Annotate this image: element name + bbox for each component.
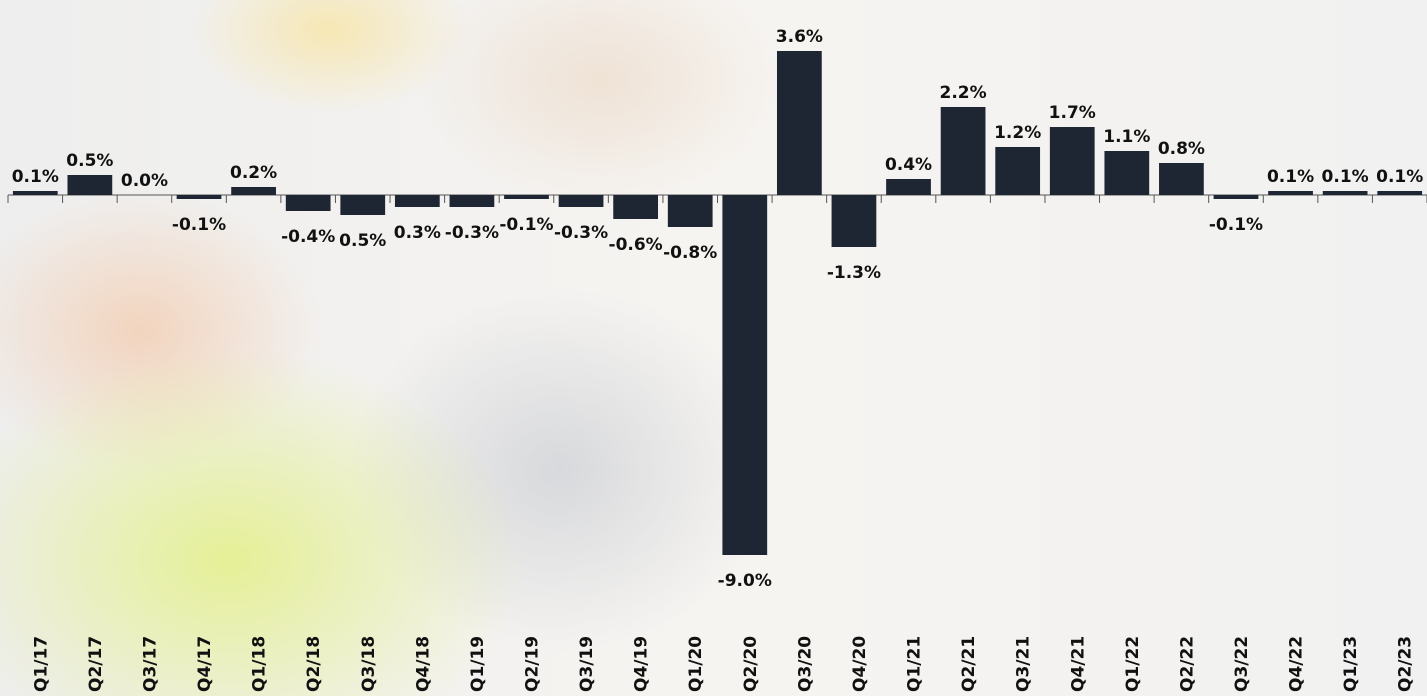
bar <box>231 187 276 195</box>
value-label: -0.6% <box>609 235 663 255</box>
x-tick-label: Q3/22 <box>1232 636 1252 692</box>
value-label: 0.5% <box>339 231 386 251</box>
value-label: 0.1% <box>1376 167 1423 187</box>
bar <box>995 147 1040 195</box>
bar <box>504 195 549 199</box>
x-tick-label: Q2/21 <box>959 636 979 692</box>
value-label: 1.2% <box>994 123 1041 143</box>
bar <box>832 195 877 247</box>
value-label: 0.1% <box>12 167 59 187</box>
value-label: 0.1% <box>1322 167 1369 187</box>
bar <box>1323 191 1368 195</box>
x-tick-label: Q3/17 <box>140 636 160 692</box>
bar <box>1214 195 1259 199</box>
bar <box>1050 127 1095 195</box>
x-tick-label: Q1/21 <box>905 636 925 692</box>
x-tick-label: Q2/19 <box>522 636 542 692</box>
value-label: -9.0% <box>718 571 772 591</box>
bar <box>1104 151 1149 195</box>
value-label: 0.2% <box>230 163 277 183</box>
value-label: -0.1% <box>499 215 553 235</box>
value-label: -0.3% <box>445 223 499 243</box>
value-label: 0.4% <box>885 155 932 175</box>
value-label: 0.3% <box>394 223 441 243</box>
value-label: -1.3% <box>827 263 881 283</box>
bar <box>559 195 604 207</box>
value-label: -0.3% <box>554 223 608 243</box>
bar <box>613 195 658 219</box>
x-tick-label: Q4/19 <box>632 636 652 692</box>
x-tick-label: Q1/19 <box>468 636 488 692</box>
x-tick-label: Q1/23 <box>1341 636 1361 692</box>
x-tick-label: Q4/18 <box>413 636 433 692</box>
bar <box>1377 191 1422 195</box>
value-label: 0.8% <box>1158 139 1205 159</box>
value-label: -0.1% <box>1209 215 1263 235</box>
bar <box>1159 163 1204 195</box>
bar <box>450 195 495 207</box>
value-label: 0.0% <box>121 171 168 191</box>
bar <box>286 195 331 211</box>
bar <box>941 107 986 195</box>
value-label: 0.1% <box>1267 167 1314 187</box>
x-tick-label: Q1/17 <box>31 636 51 692</box>
value-label: 3.6% <box>776 27 823 47</box>
x-tick-label: Q4/20 <box>850 636 870 692</box>
bar <box>13 191 58 195</box>
bar <box>777 51 822 195</box>
x-tick-label: Q3/18 <box>359 636 379 692</box>
bar <box>340 195 385 215</box>
x-tick-label: Q1/22 <box>1123 636 1143 692</box>
x-tick-label: Q3/20 <box>795 636 815 692</box>
x-tick-label: Q2/18 <box>304 636 324 692</box>
page: 0.1% Q1/17 0.5% Q2/17 0.0% Q3/17 -0.1% Q4/17 0.2… <box>0 0 1427 696</box>
x-tick-label: Q2/23 <box>1396 636 1416 692</box>
bar <box>722 195 767 555</box>
x-tick-label: Q3/19 <box>577 636 597 692</box>
x-tick-label: Q1/18 <box>250 636 270 692</box>
x-tick-label: Q4/22 <box>1287 636 1307 692</box>
bar <box>67 175 112 195</box>
bar <box>1268 191 1313 195</box>
bar <box>886 179 931 195</box>
x-tick-label: Q4/21 <box>1068 636 1088 692</box>
x-tick-label: Q2/17 <box>86 636 106 692</box>
x-tick-label: Q1/20 <box>686 636 706 692</box>
x-tick-label: Q3/21 <box>1014 636 1034 692</box>
x-tick-label: Q4/17 <box>195 636 215 692</box>
value-label: -0.1% <box>172 215 226 235</box>
value-label: 0.5% <box>66 151 113 171</box>
bar <box>395 195 440 207</box>
bar <box>668 195 713 227</box>
value-label: -0.8% <box>663 243 717 263</box>
x-tick-label: Q2/22 <box>1177 636 1197 692</box>
value-label: 2.2% <box>940 83 987 103</box>
value-label: 1.7% <box>1049 103 1096 123</box>
x-tick-label: Q2/20 <box>741 636 761 692</box>
bar <box>177 195 222 199</box>
value-label: -0.4% <box>281 227 335 247</box>
chart: 0.1% Q1/17 0.5% Q2/17 0.0% Q3/17 -0.1% Q4/17 0.2… <box>0 0 1427 696</box>
value-label: 1.1% <box>1103 127 1150 147</box>
